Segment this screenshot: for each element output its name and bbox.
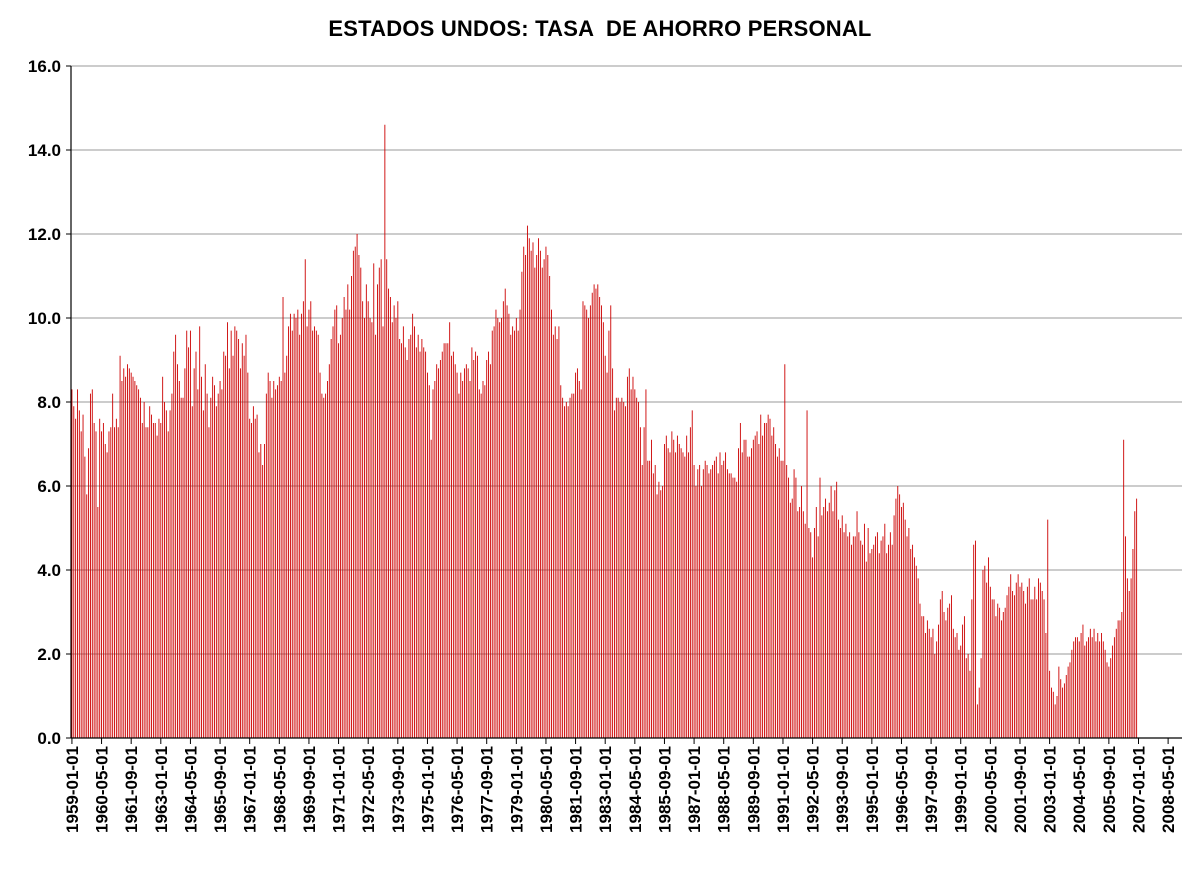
x-tick-label: 2003-01-01 xyxy=(1041,746,1060,833)
bar-series xyxy=(71,124,1138,738)
x-tick-label: 1964-05-01 xyxy=(181,746,200,833)
x-tick-label: 2000-05-01 xyxy=(981,746,1000,833)
x-tick-label: 1969-09-01 xyxy=(300,746,319,833)
x-tick-label: 2004-05-01 xyxy=(1070,746,1089,833)
y-tick-label: 6.0 xyxy=(37,477,61,496)
x-tick-label: 1985-09-01 xyxy=(655,746,674,833)
x-tick-label: 1971-01-01 xyxy=(330,746,349,833)
x-tick-label: 1967-01-01 xyxy=(241,746,260,833)
x-tick-label: 1984-05-01 xyxy=(626,746,645,833)
x-tick-label: 1996-05-01 xyxy=(892,746,911,833)
y-tick-label: 8.0 xyxy=(37,393,61,412)
x-tick-label: 1965-09-01 xyxy=(211,746,230,833)
x-tick-label: 1989-09-01 xyxy=(744,746,763,833)
x-tick-label: 1987-01-01 xyxy=(685,746,704,833)
y-tick-label: 16.0 xyxy=(28,57,61,76)
x-tick-label: 1993-09-01 xyxy=(833,746,852,833)
x-tick-label: 2001-09-01 xyxy=(1011,746,1030,833)
x-tick-label: 1981-09-01 xyxy=(567,746,586,833)
x-tick-label: 2007-01-01 xyxy=(1129,746,1148,833)
x-tick-label: 1995-01-01 xyxy=(863,746,882,833)
x-tick-label: 1976-05-01 xyxy=(448,746,467,833)
y-tick-label: 2.0 xyxy=(37,645,61,664)
x-tick-label: 1972-05-01 xyxy=(359,746,378,833)
axes xyxy=(66,65,1182,744)
x-axis-tick-labels: 1959-01-01 1960-05-01 1961-09-01 1963-01-01… xyxy=(63,746,1178,833)
x-tick-label: 2008-05-01 xyxy=(1159,746,1178,833)
y-tick-label: 0.0 xyxy=(37,729,61,748)
x-tick-label: 1992-05-01 xyxy=(804,746,823,833)
gridlines xyxy=(71,65,1182,655)
x-tick-label: 1968-05-01 xyxy=(270,746,289,833)
x-tick-label: 1963-01-01 xyxy=(152,746,171,833)
x-tick-label: 1999-01-01 xyxy=(952,746,971,833)
y-tick-label: 4.0 xyxy=(37,561,61,580)
x-tick-label: 1991-01-01 xyxy=(774,746,793,833)
x-tick-label: 1983-01-01 xyxy=(596,746,615,833)
x-tick-label: 1975-01-01 xyxy=(418,746,437,833)
x-tick-label: 2005-09-01 xyxy=(1100,746,1119,833)
x-tick-label: 1977-09-01 xyxy=(478,746,497,833)
x-tick-label: 1988-05-01 xyxy=(715,746,734,833)
y-axis-tick-labels: 0.0 2.0 4.0 6.0 8.0 10.0 12.0 14.0 16.0 xyxy=(28,57,61,748)
x-tick-label: 1959-01-01 xyxy=(63,746,82,833)
chart-title: ESTADOS UNDOS: TASA DE AHORRO PERSONAL xyxy=(328,16,872,41)
y-tick-label: 14.0 xyxy=(28,141,61,160)
x-tick-label: 1960-05-01 xyxy=(93,746,112,833)
x-tick-label: 1980-05-01 xyxy=(537,746,556,833)
x-tick-label: 1979-01-01 xyxy=(507,746,526,833)
y-tick-label: 10.0 xyxy=(28,309,61,328)
y-tick-label: 12.0 xyxy=(28,225,61,244)
x-tick-label: 1997-09-01 xyxy=(922,746,941,833)
x-tick-label: 1973-09-01 xyxy=(389,746,408,833)
x-tick-label: 1961-09-01 xyxy=(122,746,141,833)
